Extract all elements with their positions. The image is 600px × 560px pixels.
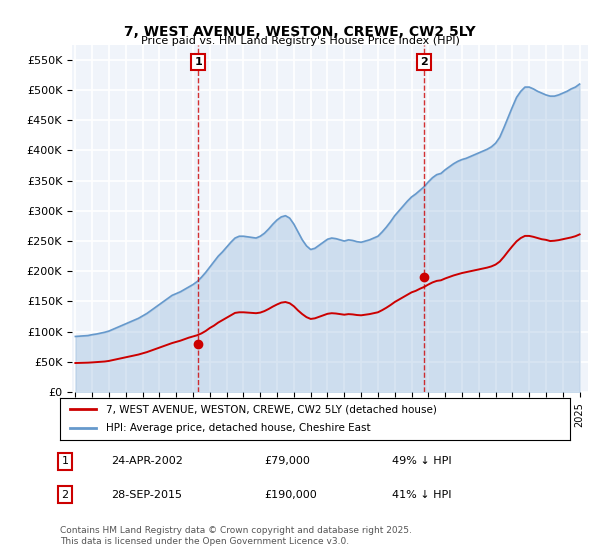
Text: 2: 2 — [420, 57, 428, 67]
Text: £190,000: £190,000 — [264, 490, 317, 500]
Text: 1: 1 — [194, 57, 202, 67]
Text: 7, WEST AVENUE, WESTON, CREWE, CW2 5LY (detached house): 7, WEST AVENUE, WESTON, CREWE, CW2 5LY (… — [106, 404, 437, 414]
Text: Contains HM Land Registry data © Crown copyright and database right 2025.
This d: Contains HM Land Registry data © Crown c… — [60, 526, 412, 546]
Text: £79,000: £79,000 — [264, 456, 310, 466]
Text: 28-SEP-2015: 28-SEP-2015 — [111, 490, 182, 500]
Text: HPI: Average price, detached house, Cheshire East: HPI: Average price, detached house, Ches… — [106, 423, 371, 433]
Text: 1: 1 — [62, 456, 68, 466]
Text: 49% ↓ HPI: 49% ↓ HPI — [392, 456, 451, 466]
Text: 41% ↓ HPI: 41% ↓ HPI — [392, 490, 451, 500]
Text: Price paid vs. HM Land Registry's House Price Index (HPI): Price paid vs. HM Land Registry's House … — [140, 36, 460, 46]
Text: 24-APR-2002: 24-APR-2002 — [111, 456, 183, 466]
Text: 2: 2 — [62, 490, 68, 500]
Text: 7, WEST AVENUE, WESTON, CREWE, CW2 5LY: 7, WEST AVENUE, WESTON, CREWE, CW2 5LY — [124, 25, 476, 39]
